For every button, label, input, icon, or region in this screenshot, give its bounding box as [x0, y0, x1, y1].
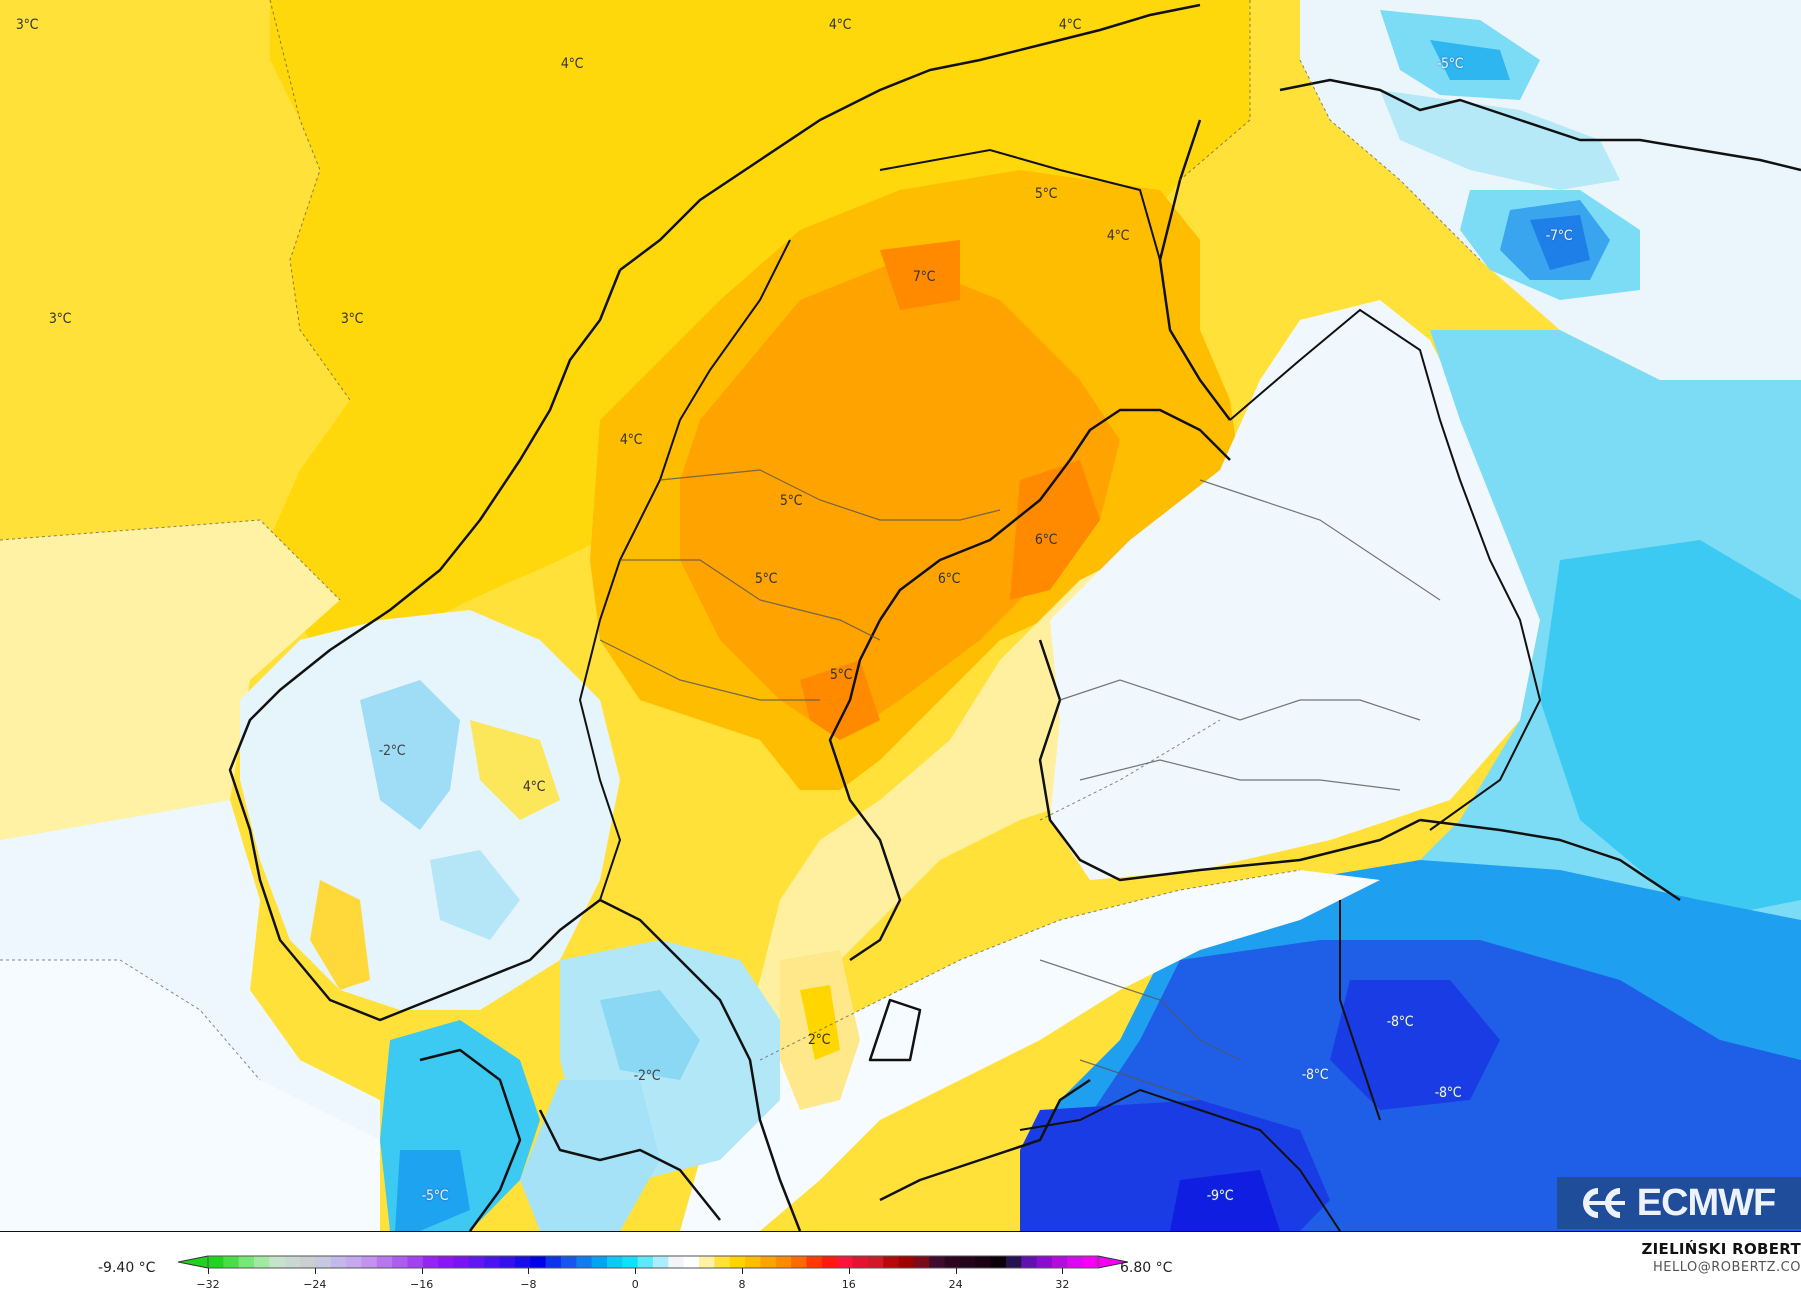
author-email: HELLO@ROBERTZ.CO [1652, 1260, 1801, 1275]
temperature-label: -2°C [378, 743, 406, 759]
tick-label: −24 [303, 1278, 327, 1291]
color-scale-legend: -9.40 °C −32 −24 −16 −8 0 8 16 24 32 6.80 °C ZIE… [0, 1232, 1801, 1291]
tick-mark [1062, 1268, 1064, 1274]
temperature-label: 2°C [807, 1032, 831, 1048]
ecmwf-logo-icon [1582, 1188, 1629, 1218]
temperature-label: -7°C [1545, 228, 1573, 244]
author-credit: ZIELIŃSKI ROBERT HELLO@ROBERTZ.CO [1641, 1240, 1801, 1275]
color-bar [178, 1255, 1128, 1269]
tick-label: 32 [1055, 1278, 1070, 1291]
coastline [228, 3, 1801, 1231]
tick-mark [955, 1268, 957, 1274]
temperature-label: 7°C [912, 269, 936, 285]
temperature-label: 5°C [754, 571, 778, 587]
temperature-label: -5°C [1436, 56, 1464, 72]
ecmwf-logo-text: ECMWF [1636, 1181, 1777, 1224]
temperature-label: 4°C [1106, 228, 1130, 244]
temperature-label: 3°C [340, 311, 364, 327]
temperature-label: 5°C [1034, 186, 1058, 202]
temperature-label: 4°C [828, 17, 852, 33]
temperature-label: -9°C [1206, 1188, 1234, 1204]
temperature-label: 5°C [779, 493, 803, 509]
temperature-anomaly-map[interactable]: 3°C 4°C 4°C 4°C -5°C 3°C 3°C 5°C 4°C 7°C -7°C 4°C 5°… [0, 0, 1801, 1233]
temperature-label: 4°C [522, 779, 546, 795]
tick-label: −16 [409, 1278, 434, 1291]
tick-label: 16 [841, 1278, 856, 1291]
temperature-label: -8°C [1386, 1014, 1414, 1030]
tick-mark [848, 1268, 850, 1274]
tick-label: −8 [520, 1278, 537, 1291]
tick-label: 8 [738, 1278, 746, 1291]
tick-mark [528, 1268, 530, 1274]
tick-label: 0 [631, 1278, 639, 1291]
tick-mark [421, 1268, 423, 1274]
tick-label: −32 [196, 1278, 220, 1291]
temperature-label: 3°C [15, 17, 39, 33]
temperature-label: -8°C [1434, 1085, 1462, 1101]
tick-mark [314, 1268, 316, 1274]
temperature-label: -5°C [421, 1188, 449, 1204]
min-value-label: -9.40 °C [98, 1260, 156, 1276]
temperature-label: 4°C [560, 56, 584, 72]
temperature-label: -2°C [633, 1068, 661, 1084]
regional-borders [599, 469, 1441, 1101]
temperature-label: 6°C [1034, 532, 1058, 548]
contour-lines [0, 0, 1481, 1081]
temperature-label: -8°C [1301, 1067, 1329, 1083]
tick-mark [742, 1268, 743, 1274]
max-value-label: 6.80 °C [1120, 1260, 1173, 1276]
temperature-label: 4°C [619, 432, 643, 448]
tick-mark [208, 1268, 209, 1274]
temperature-label: 6°C [937, 571, 961, 587]
map-canvas [0, 0, 1801, 1231]
temperature-label: 3°C [48, 311, 72, 327]
tick-mark [635, 1268, 637, 1274]
ecmwf-logo: ECMWF [1557, 1177, 1801, 1229]
author-name: ZIELIŃSKI ROBERT [1641, 1240, 1801, 1258]
tick-label: 24 [948, 1278, 963, 1291]
temperature-label: 5°C [829, 667, 853, 683]
temperature-label: 4°C [1058, 17, 1082, 33]
